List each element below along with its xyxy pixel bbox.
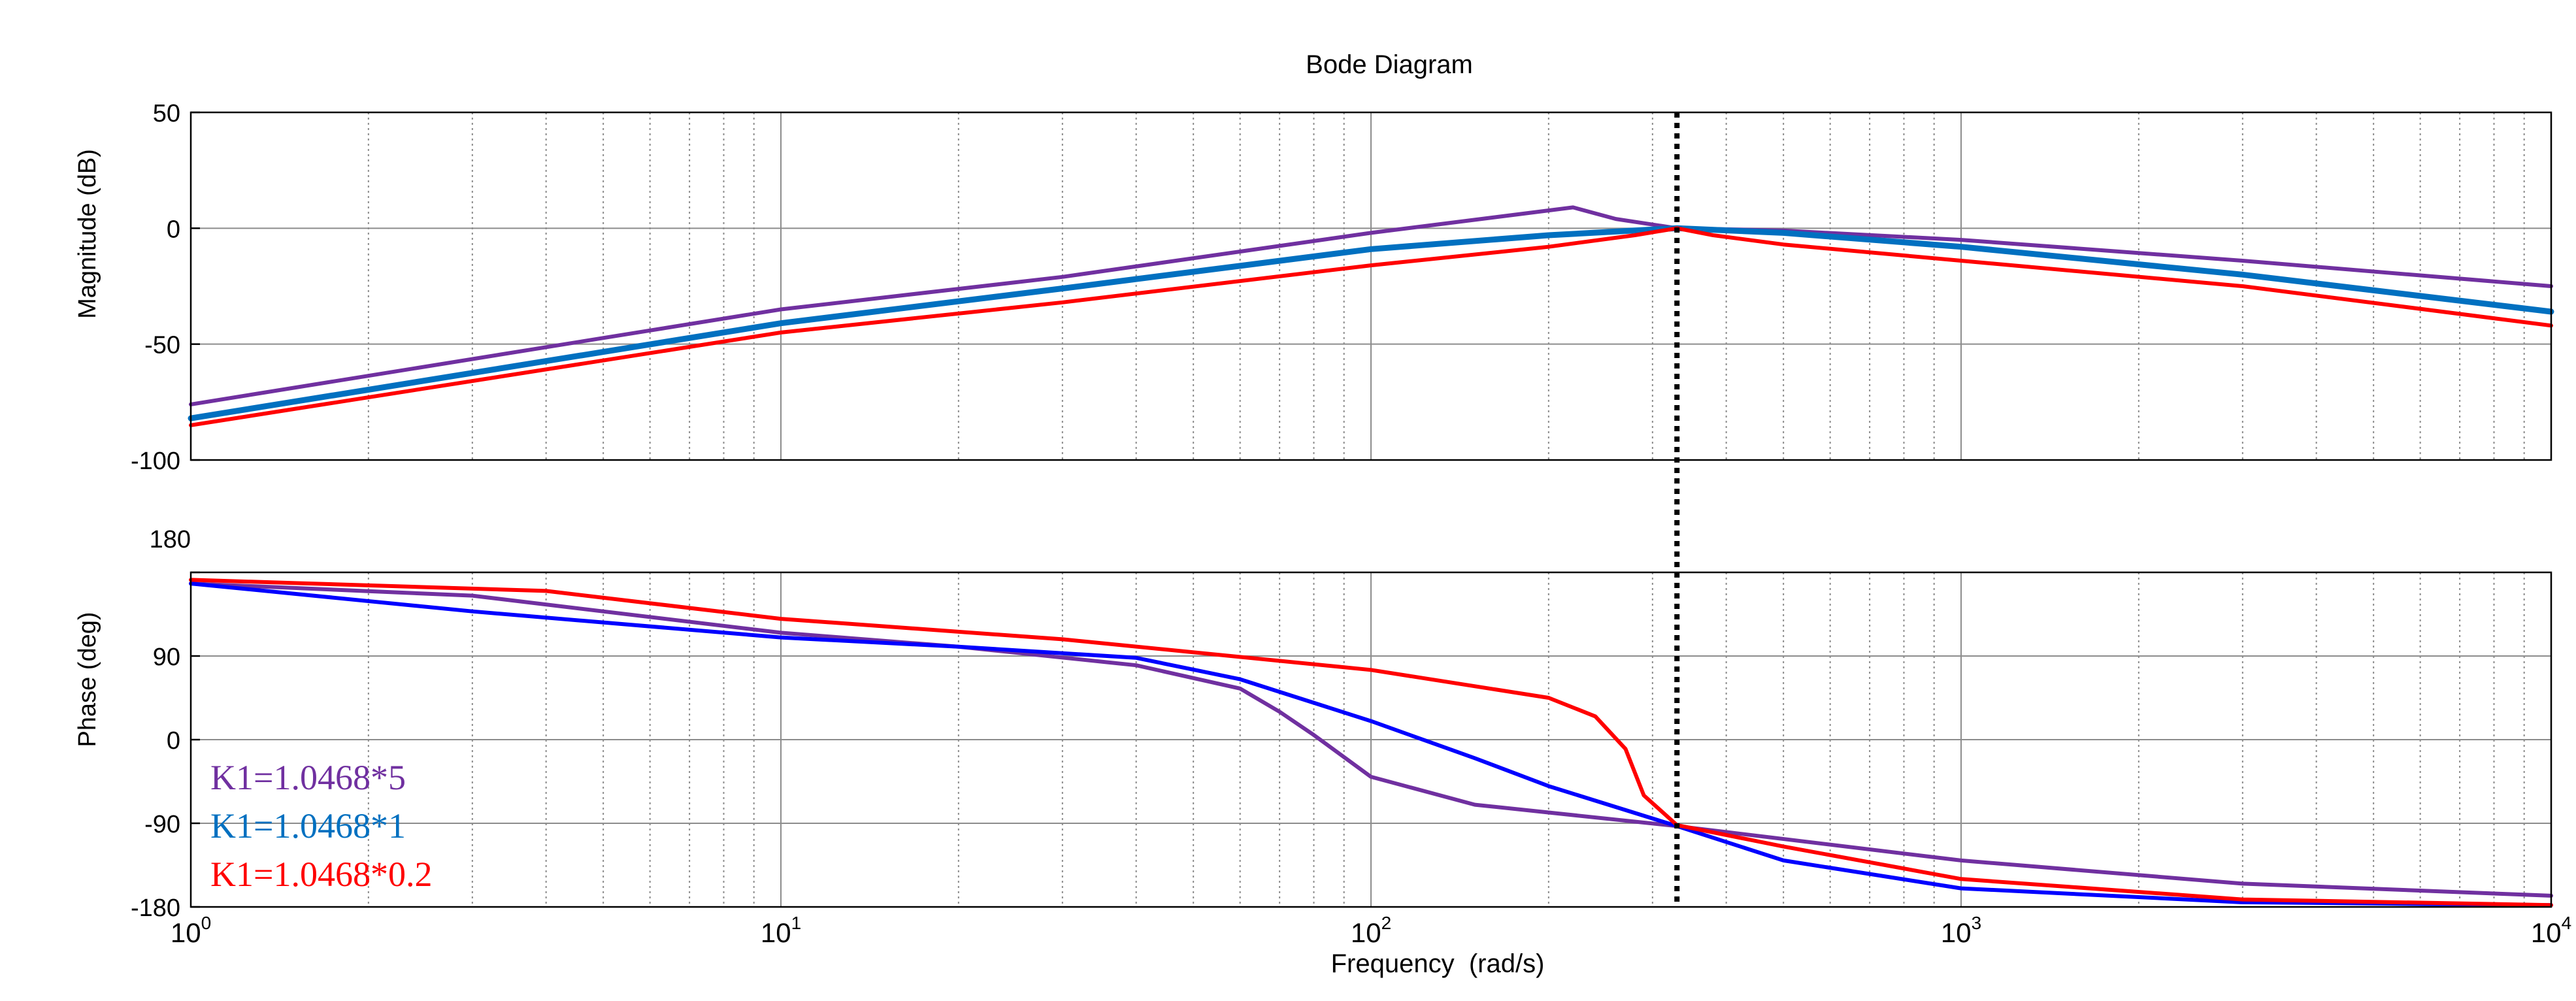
- legend-entry: K1=1.0468*1: [210, 806, 406, 845]
- phase-ytick-label: 90: [153, 644, 180, 671]
- chart-title: Bode Diagram: [1306, 50, 1473, 79]
- mag-ytick-label: -100: [131, 448, 180, 475]
- phase-y-ticks: 180 90 0 -90 -180: [131, 526, 191, 922]
- magnitude-y-axis-label: Magnitude (dB): [74, 149, 101, 319]
- x-tick-label: 101: [761, 913, 801, 948]
- series-line-k1-1-0468-1: [188, 225, 2554, 421]
- phase-ytick-label: 180: [150, 526, 191, 553]
- mag-ytick-label: 0: [167, 216, 180, 243]
- legend-entry: K1=1.0468*5: [210, 758, 406, 797]
- x-axis-ticks: 100 101 102 103 104: [171, 913, 2571, 948]
- magnitude-panel: 50 0 -50 -100 Magnitude (dB): [74, 100, 2554, 475]
- series-line-k1-1-0468-0-2: [189, 226, 2553, 427]
- x-axis-label: Frequency (rad/s): [1331, 949, 1545, 978]
- phase-y-axis-label: Phase (deg): [74, 612, 101, 747]
- x-tick-label: 103: [1941, 913, 1981, 948]
- series-line-k1-1-0468-1: [189, 582, 2553, 908]
- series-line-k1-1-0468-5: [189, 582, 2553, 898]
- phase-ytick-label: -90: [144, 811, 180, 838]
- phase-axes-frame: [190, 571, 2552, 908]
- magnitude-axes-frame: [190, 111, 2552, 461]
- phase-panel: 180 90 0 -90 -180 Phase (deg) K1=1.0468*…: [74, 526, 2553, 922]
- x-tick-label: 100: [171, 913, 211, 948]
- phase-ytick-label: -180: [131, 894, 180, 922]
- legend: K1=1.0468*5 K1=1.0468*1 K1=1.0468*0.2: [210, 758, 432, 894]
- phase-ytick-label: 0: [167, 727, 180, 755]
- phase-series-group: [189, 578, 2553, 908]
- legend-entry: K1=1.0468*0.2: [210, 855, 432, 894]
- x-tick-label: 102: [1351, 913, 1391, 948]
- x-tick-label: 104: [2531, 913, 2571, 948]
- magnitude-series-group: [188, 205, 2554, 427]
- mag-ytick-label: 50: [153, 100, 180, 127]
- series-line-k1-1-0468-0-2: [189, 578, 2553, 908]
- magnitude-y-ticks: 50 0 -50 -100: [131, 100, 180, 475]
- mag-ytick-label: -50: [144, 332, 180, 359]
- series-line-k1-1-0468-5: [189, 205, 2553, 406]
